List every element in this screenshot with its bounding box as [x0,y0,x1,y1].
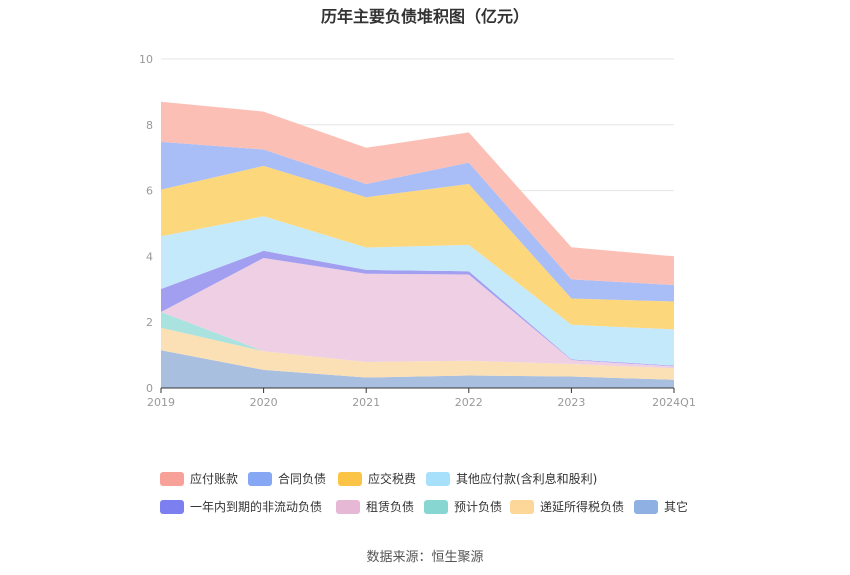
legend-label: 应交税费 [368,472,417,486]
stacked-area-chart: 0 2 4 6 8 10 2019 2020 2021 2022 2023 2024Q1 [139,53,696,409]
legend-swatch [426,471,450,486]
legend-item[interactable]: 其它 [634,498,688,515]
legend-swatch [510,499,534,514]
legend-swatch [338,471,362,486]
area-series [161,250,674,367]
legend-swatch [336,499,360,514]
legend-label: 合同负债 [278,472,327,486]
chart-title: 历年主要负债堆积图（亿元） [320,7,529,26]
y-tick-label: 10 [139,53,153,66]
area-series [161,101,674,285]
legend-item[interactable]: 递延所得税负债 [510,498,624,515]
legend-item[interactable]: 租赁负债 [336,498,414,515]
legend-item[interactable]: 应付账款 [160,470,238,487]
legend-swatch [634,499,658,514]
x-tick-label: 2021 [352,396,380,409]
y-tick-label: 2 [146,316,153,329]
legend-item[interactable]: 其他应付款(含利息和股利) [426,470,597,487]
legend-label: 租赁负债 [366,500,415,514]
x-tick-label: 2023 [557,396,585,409]
legend-label: 其它 [664,500,689,514]
x-tick-label: 2024Q1 [652,396,696,409]
legend-item[interactable]: 预计负债 [424,498,502,515]
legend-item[interactable]: 一年内到期的非流动负债 [160,498,322,515]
legend-label: 预计负债 [454,500,503,514]
legend-item[interactable]: 合同负债 [248,470,326,487]
legend-swatch [248,471,272,486]
area-series [161,216,674,366]
legend-swatch [160,499,184,514]
area-series [161,327,674,380]
x-tick-label: 2020 [250,396,278,409]
legend-swatch [424,499,448,514]
area-series [161,141,674,302]
legend-label: 一年内到期的非流动负债 [190,500,323,514]
x-tick-label: 2022 [455,396,483,409]
legend-item[interactable]: 应交税费 [338,470,416,487]
area-series [161,165,674,330]
y-tick-label: 6 [146,185,153,198]
legend-label: 其他应付款(含利息和股利) [456,472,598,486]
data-source: 数据来源：恒生聚源 [366,550,484,565]
legend-swatch [160,471,184,486]
area-series [161,258,674,369]
area-series [161,350,674,388]
y-tick-label: 0 [146,382,153,395]
y-tick-label: 8 [146,119,153,132]
x-tick-label: 2019 [147,396,175,409]
legend-label: 递延所得税负债 [540,500,625,514]
legend-label: 应付账款 [190,472,239,486]
y-tick-label: 4 [146,250,153,263]
